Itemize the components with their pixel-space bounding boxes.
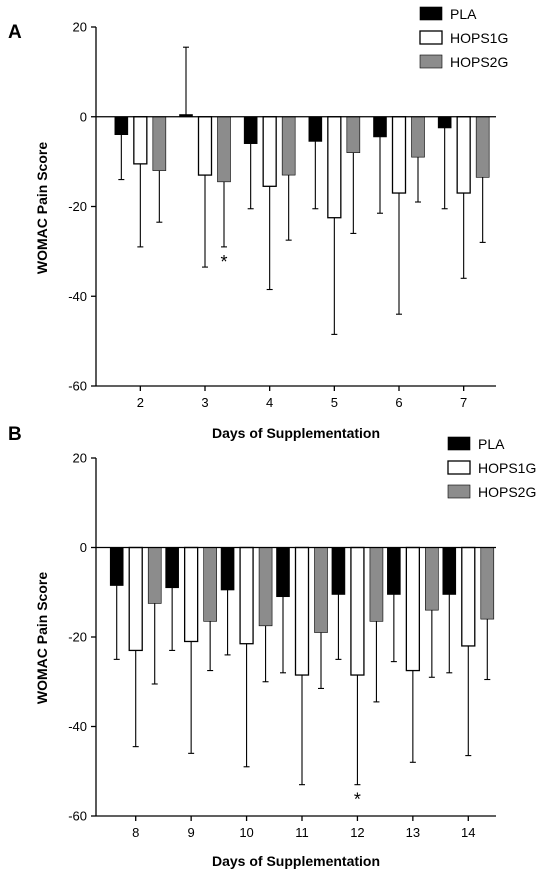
bar-hops1g-10 bbox=[239, 546, 254, 645]
bar-hops1g-6 bbox=[391, 116, 407, 194]
bar-hops2g-11 bbox=[314, 547, 328, 633]
bar-hops2g-2 bbox=[152, 116, 167, 171]
y-axis-title: WOMAC Pain Score bbox=[34, 142, 50, 274]
x-tick-label: 12 bbox=[350, 825, 364, 840]
bar-hops1g-9 bbox=[183, 546, 199, 643]
significance-marker: * bbox=[220, 252, 227, 272]
bar-pla-4 bbox=[243, 116, 258, 144]
y-tick-label: 20 bbox=[73, 451, 87, 466]
panel-B: B 20 0 -20 -40 -60 8 9 10 11 12 13 14 * WOMAC Pain Sco… bbox=[8, 424, 536, 869]
y-tick-label: 20 bbox=[73, 20, 87, 35]
bar-pla-13 bbox=[387, 547, 401, 595]
bar-hops1g-14 bbox=[461, 546, 476, 647]
y-tick-label: -60 bbox=[68, 379, 87, 394]
bar-pla-6 bbox=[373, 116, 387, 138]
x-tick-label: 10 bbox=[239, 825, 253, 840]
bar-hops2g-3 bbox=[217, 116, 231, 183]
x-axis-title: Days of Supplementation bbox=[212, 853, 380, 869]
legend-swatch-hops1g bbox=[419, 30, 443, 45]
bar-pla-7 bbox=[437, 116, 452, 129]
y-tick-label: -20 bbox=[68, 199, 87, 214]
legend-swatch-hops1g bbox=[447, 460, 471, 475]
legend: PLA HOPS1G HOPS2G bbox=[419, 6, 508, 70]
bar-hops1g-3 bbox=[197, 116, 213, 176]
x-tick-label: 7 bbox=[460, 395, 467, 410]
legend-swatch-pla bbox=[419, 6, 443, 21]
bar-hops2g-4 bbox=[281, 116, 296, 176]
y-axis-title: WOMAC Pain Score bbox=[34, 572, 50, 704]
bar-pla-10 bbox=[220, 547, 235, 591]
x-tick-label: 9 bbox=[188, 825, 195, 840]
bar-pla-9 bbox=[165, 547, 179, 589]
bar-pla-8 bbox=[109, 547, 124, 586]
bar-hops1g-4 bbox=[262, 116, 277, 187]
bar-hops2g-12 bbox=[369, 547, 384, 622]
legend-swatch-hops2g bbox=[419, 54, 443, 69]
bar-hops1g-11 bbox=[294, 546, 310, 676]
legend: PLA HOPS1G HOPS2G bbox=[447, 436, 536, 500]
bar-hops1g-8 bbox=[128, 546, 143, 652]
x-axis-title: Days of Supplementation bbox=[212, 425, 380, 441]
bar-hops1g-2 bbox=[133, 116, 148, 165]
bar-hops2g-10 bbox=[258, 547, 273, 627]
bar-pla-2 bbox=[114, 116, 129, 136]
legend-label-pla: PLA bbox=[450, 6, 477, 22]
bar-hops2g-8 bbox=[147, 547, 162, 604]
bar-hops2g-13 bbox=[425, 547, 439, 611]
bar-hops2g-14 bbox=[480, 547, 495, 620]
bar-hops1g-5 bbox=[327, 116, 342, 219]
legend-label-hops1g: HOPS1G bbox=[478, 460, 536, 476]
y-tick-label: -60 bbox=[68, 809, 87, 824]
bar-pla-5 bbox=[308, 116, 323, 142]
panel-letter: A bbox=[8, 22, 22, 43]
x-tick-label: 14 bbox=[461, 825, 475, 840]
bar-hops1g-13 bbox=[405, 546, 421, 672]
y-tick-label: -20 bbox=[68, 630, 87, 645]
legend-label-pla: PLA bbox=[478, 436, 505, 452]
significance-marker: * bbox=[354, 790, 361, 810]
y-tick-label: -40 bbox=[68, 289, 87, 304]
legend-label-hops2g: HOPS2G bbox=[478, 484, 536, 500]
y-tick-label: 0 bbox=[80, 540, 87, 555]
y-tick-label: 0 bbox=[80, 109, 87, 124]
x-tick-label: 5 bbox=[331, 395, 338, 410]
bar-hops2g-9 bbox=[203, 547, 217, 622]
x-tick-label: 4 bbox=[266, 395, 273, 410]
bar-hops1g-7 bbox=[456, 116, 471, 194]
legend-label-hops2g: HOPS2G bbox=[450, 54, 508, 70]
legend-swatch-pla bbox=[447, 436, 471, 451]
x-tick-label: 6 bbox=[395, 395, 402, 410]
x-tick-label: 13 bbox=[406, 825, 420, 840]
bar-hops2g-5 bbox=[346, 116, 361, 153]
legend-swatch-hops2g bbox=[447, 484, 471, 499]
panel-A: A 20 0 -20 -40 -60 2 3 4 5 6 7 * WOMAC Pain Score Days… bbox=[8, 6, 508, 441]
x-tick-label: 3 bbox=[201, 395, 208, 410]
panel-letter: B bbox=[8, 424, 22, 445]
bar-pla-14 bbox=[442, 547, 457, 595]
x-tick-label: 11 bbox=[295, 825, 309, 840]
legend-label-hops1g: HOPS1G bbox=[450, 30, 508, 46]
y-tick-label: -40 bbox=[68, 719, 87, 734]
bar-hops1g-12 bbox=[350, 546, 365, 676]
bar-pla-11 bbox=[276, 547, 290, 598]
x-tick-label: 8 bbox=[132, 825, 139, 840]
bar-hops2g-6 bbox=[411, 116, 425, 158]
bar-hops2g-7 bbox=[475, 116, 490, 178]
bar-pla-12 bbox=[331, 547, 346, 595]
x-tick-label: 2 bbox=[137, 395, 144, 410]
